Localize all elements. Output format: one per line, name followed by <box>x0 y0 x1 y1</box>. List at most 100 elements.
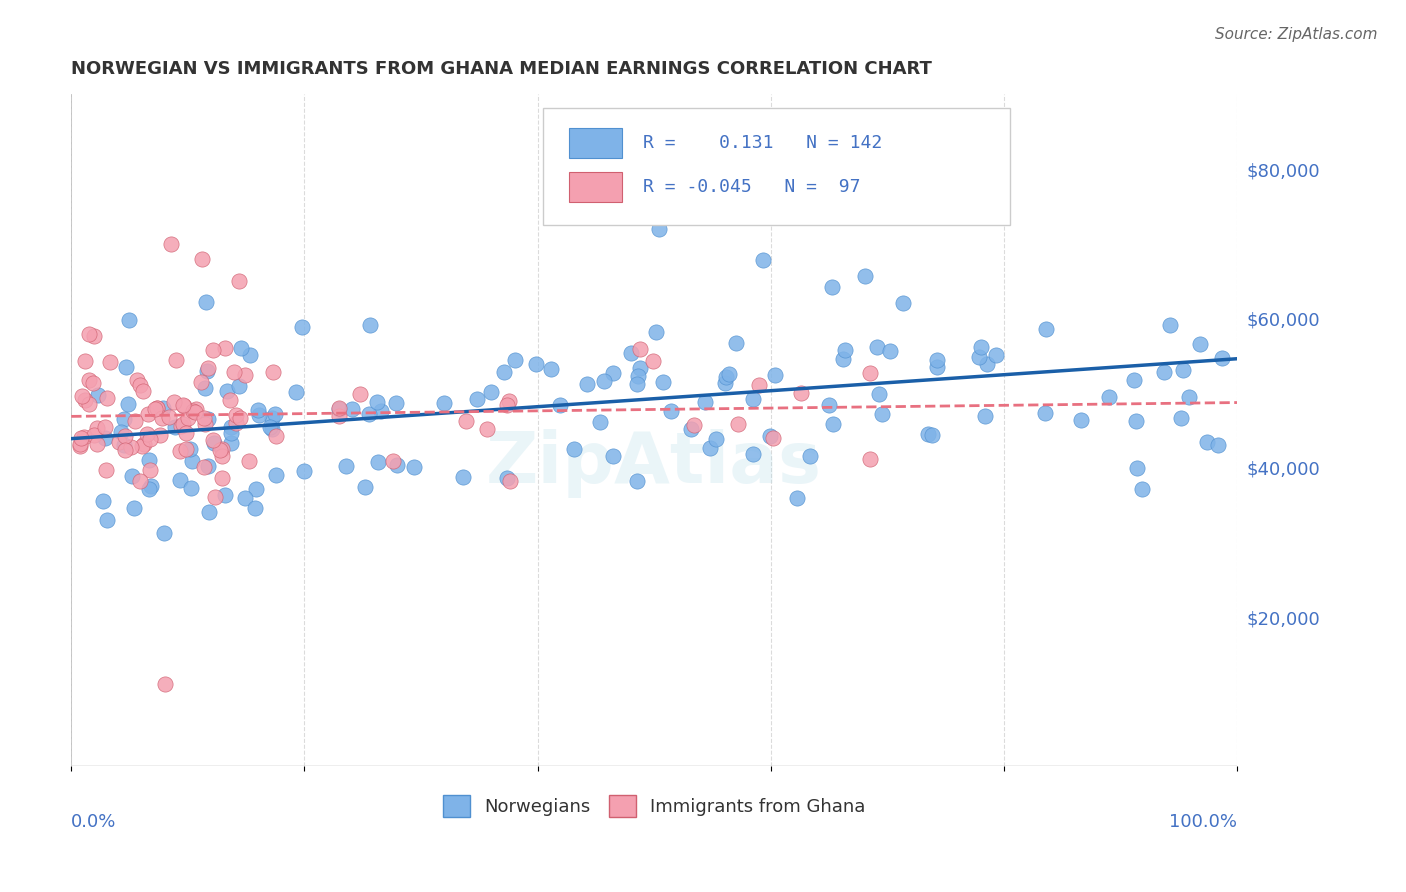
Point <box>1033 406 1056 420</box>
Point <box>264 467 287 482</box>
Point <box>180 481 202 495</box>
Point <box>626 474 648 488</box>
Point <box>385 458 408 473</box>
Point <box>225 416 247 430</box>
Point <box>503 353 526 368</box>
Point <box>129 474 152 488</box>
Point <box>152 401 174 416</box>
Point <box>190 376 212 390</box>
Point <box>562 442 585 457</box>
Point <box>219 419 242 434</box>
Point <box>969 340 991 354</box>
Point <box>228 379 250 393</box>
Point <box>263 407 285 421</box>
Point <box>1070 413 1092 427</box>
Point <box>727 417 749 431</box>
Point <box>239 348 262 362</box>
Point <box>82 376 104 391</box>
Point <box>177 411 200 425</box>
Point <box>762 431 785 445</box>
Point <box>790 386 813 401</box>
Point <box>479 384 502 399</box>
Point <box>1159 318 1181 332</box>
Point <box>1125 414 1147 428</box>
Point <box>131 439 153 453</box>
Point <box>404 459 426 474</box>
Point <box>1177 390 1199 404</box>
Point <box>115 359 138 374</box>
Point <box>83 427 105 442</box>
Point <box>1098 390 1121 404</box>
Point <box>879 343 901 358</box>
Point <box>1171 362 1194 376</box>
Point <box>157 409 180 424</box>
Point <box>159 236 181 251</box>
Point <box>868 387 890 401</box>
Point <box>853 269 876 284</box>
Point <box>340 402 363 417</box>
Point <box>652 376 675 390</box>
Point <box>228 274 250 288</box>
Point <box>233 368 256 382</box>
Point <box>925 353 948 368</box>
Point <box>114 429 136 443</box>
Point <box>135 427 157 442</box>
Point <box>752 253 775 268</box>
Point <box>246 402 269 417</box>
Point <box>110 425 132 439</box>
Point <box>821 280 844 294</box>
Point <box>83 328 105 343</box>
Point <box>245 500 267 515</box>
Point <box>433 396 456 410</box>
Point <box>214 488 236 502</box>
Point <box>1197 435 1219 450</box>
Point <box>262 365 284 379</box>
Text: R = -0.045   N =  97: R = -0.045 N = 97 <box>643 178 860 196</box>
Point <box>96 391 118 405</box>
Point <box>370 404 392 418</box>
Point <box>247 408 270 422</box>
Point <box>628 360 651 375</box>
Point <box>77 397 100 411</box>
Point <box>620 345 643 359</box>
Point <box>191 252 214 266</box>
Point <box>693 395 716 409</box>
Point <box>70 431 93 445</box>
Point <box>197 412 219 426</box>
Point <box>973 409 995 423</box>
Point <box>202 436 225 450</box>
Point <box>382 454 405 468</box>
Point <box>366 454 388 468</box>
Point <box>921 428 943 442</box>
Point <box>821 417 844 432</box>
Point <box>758 194 780 208</box>
Point <box>193 460 215 475</box>
Point <box>201 433 224 447</box>
Point <box>359 318 381 332</box>
Point <box>122 500 145 515</box>
Point <box>69 437 91 451</box>
Point <box>742 447 765 461</box>
Point <box>786 491 808 506</box>
Point <box>627 369 650 384</box>
Point <box>960 177 983 191</box>
Point <box>679 422 702 436</box>
Point <box>748 377 770 392</box>
Point <box>124 414 146 428</box>
Point <box>70 389 93 403</box>
Point <box>494 366 516 380</box>
Point <box>172 417 194 431</box>
Point <box>859 451 882 466</box>
Point <box>141 478 163 492</box>
Point <box>548 398 571 412</box>
Point <box>163 395 186 409</box>
Point <box>153 677 176 691</box>
Point <box>117 397 139 411</box>
Point <box>219 426 242 441</box>
Point <box>465 392 488 406</box>
Point <box>291 319 314 334</box>
Point <box>818 398 841 412</box>
Point <box>225 408 247 422</box>
Point <box>129 377 152 392</box>
Point <box>77 326 100 341</box>
